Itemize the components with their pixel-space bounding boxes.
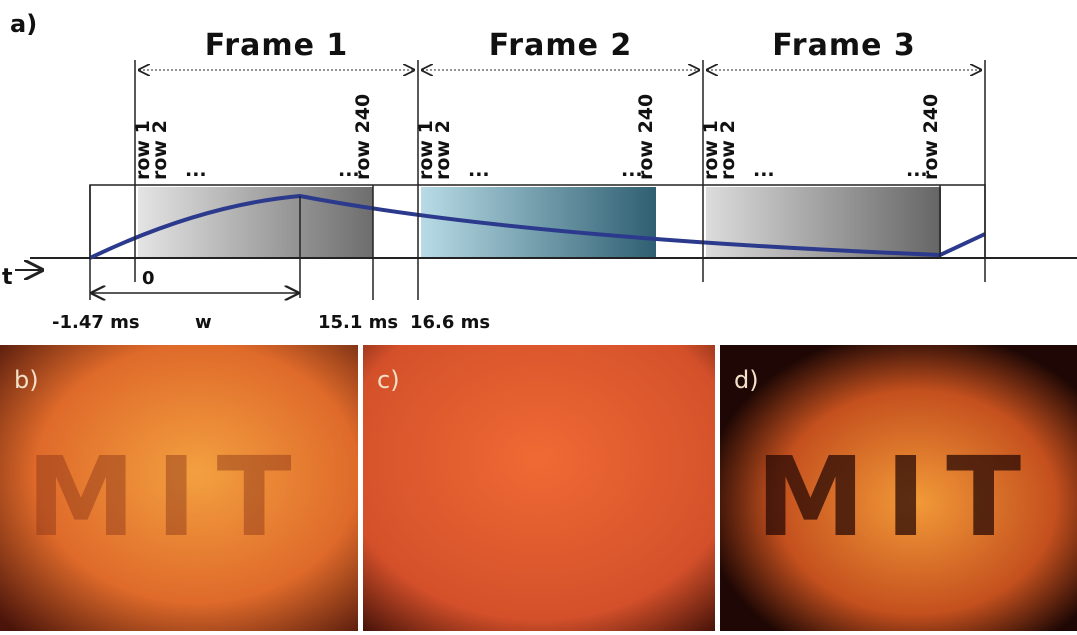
time-label: 16.6 ms <box>410 312 490 333</box>
time-ticks <box>90 60 985 300</box>
row-ellipsis: ... <box>753 159 775 181</box>
row-label: row 240 <box>920 94 942 180</box>
frame-title: Frame 3 <box>772 28 916 63</box>
row-label: row 240 <box>635 94 657 180</box>
panel-label: b) <box>14 366 39 394</box>
frame-title: Frame 1 <box>205 28 349 63</box>
row-label: row 240 <box>352 94 374 180</box>
w-label: w <box>195 312 212 333</box>
panel-label: d) <box>734 366 759 394</box>
row-ellipsis: ... <box>185 159 207 181</box>
panel-label: c) <box>377 366 400 394</box>
time-label: -1.47 ms <box>52 312 140 333</box>
panels: MIT b) c) MIT d) <box>0 345 1077 631</box>
axis-t: t <box>2 265 13 290</box>
readout-block <box>706 187 941 258</box>
row-label: row 2 <box>149 120 171 180</box>
time-label: 15.1 ms <box>318 312 398 333</box>
image-text: MIT <box>756 433 1041 561</box>
readout-block <box>421 187 656 258</box>
axis-zero: 0 <box>142 268 155 289</box>
row-label: row 2 <box>432 120 454 180</box>
image-panel <box>363 345 715 631</box>
row-label: row 2 <box>717 120 739 180</box>
row-ellipsis: ... <box>468 159 490 181</box>
figure: a) Frame 1row 1row 2......row 240Frame 2… <box>0 0 1077 631</box>
panel-label: a) <box>10 10 37 38</box>
image-text: MIT <box>26 433 311 561</box>
frame-title: Frame 2 <box>489 28 633 63</box>
